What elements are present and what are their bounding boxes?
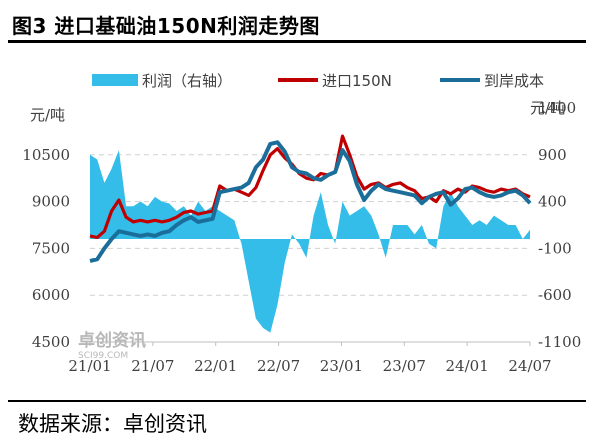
x-tick-label-1: 21/07 — [131, 357, 174, 375]
figure-title-bar: 图3 进口基础油150N利润走势图 — [8, 4, 586, 40]
legend-label-1: 进口150N — [322, 72, 392, 90]
watermark: 卓创资讯 SCI99.COM — [78, 330, 146, 361]
right-tick-label-4: 900 — [538, 146, 567, 164]
left-tick-label-2: 7500 — [32, 239, 70, 257]
axes: 4500 6000 7500 9000 10500 -1100 -600 -100 400 900… — [22, 99, 581, 375]
right-tick-label-3: 400 — [538, 193, 567, 211]
right-tick-label-2: -100 — [538, 239, 572, 257]
price-lines-layer — [89, 134, 532, 263]
watermark-text-en: SCI99.COM — [78, 351, 128, 361]
x-tick-label-5: 23/07 — [383, 357, 426, 375]
series-line-1 — [89, 140, 532, 263]
watermark-text-cn: 卓创资讯 — [78, 330, 146, 351]
series-line-0 — [89, 134, 531, 240]
x-tick-label-7: 24/07 — [508, 357, 551, 375]
left-tick-label-4: 10500 — [22, 146, 70, 164]
source-note: 数据来源：卓创资讯 — [18, 412, 207, 436]
legend: 利润（右轴） 进口150N 到岸成本 — [92, 72, 544, 90]
x-tick-label-6: 24/01 — [446, 357, 489, 375]
left-tick-label-3: 9000 — [32, 193, 70, 211]
left-tick-label-1: 6000 — [32, 286, 70, 304]
right-axis-unit: 元/吨 — [530, 99, 565, 117]
left-axis-unit: 元/吨 — [30, 106, 65, 124]
right-tick-label-0: -1100 — [538, 333, 581, 351]
x-tick-label-0: 21/01 — [68, 357, 111, 375]
legend-label-2: 到岸成本 — [484, 72, 544, 90]
x-tick-label-4: 23/01 — [320, 357, 363, 375]
legend-label-0: 利润（右轴） — [142, 72, 232, 90]
x-tick-label-3: 22/07 — [257, 357, 300, 375]
right-tick-label-1: -600 — [538, 286, 572, 304]
source-rule — [8, 400, 586, 402]
x-tick-label-2: 22/01 — [194, 357, 237, 375]
right-tick-label-5: 1400 — [538, 99, 576, 117]
figure-title: 图3 进口基础油150N利润走势图 — [12, 14, 320, 38]
gridlines — [90, 154, 530, 343]
left-tick-label-0: 4500 — [32, 333, 70, 351]
legend-swatch-0 — [92, 74, 138, 86]
title-rule — [8, 40, 586, 43]
